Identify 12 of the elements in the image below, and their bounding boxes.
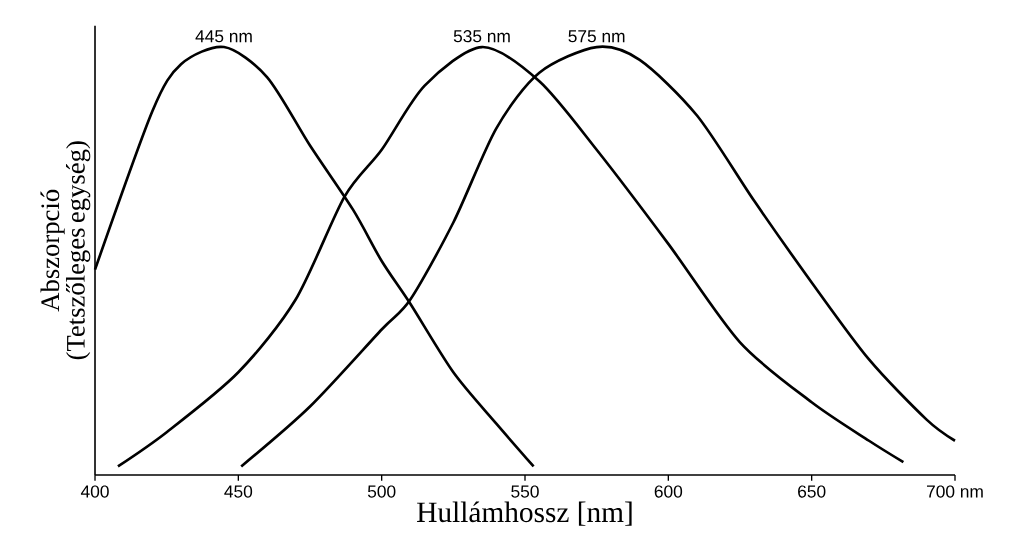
y-axis-title: Abszorpció (Tetszőleges egység) <box>40 141 91 360</box>
x-tick-label: 700 nm <box>926 485 983 498</box>
x-tick-label: 650 <box>798 485 826 498</box>
x-axis-title: Hullámhossz [nm] <box>417 501 632 526</box>
x-tick-label: 450 <box>224 485 253 498</box>
x-tick-label: 600 <box>654 485 683 498</box>
annotation: 445 nm <box>195 30 252 43</box>
annotation: 575 nm <box>568 30 625 43</box>
x-tick-label: 550 <box>511 485 539 498</box>
x-tick-label: 400 <box>80 485 109 498</box>
x-tick-label: 500 <box>367 485 396 498</box>
annotation: 535 nm <box>453 30 510 43</box>
